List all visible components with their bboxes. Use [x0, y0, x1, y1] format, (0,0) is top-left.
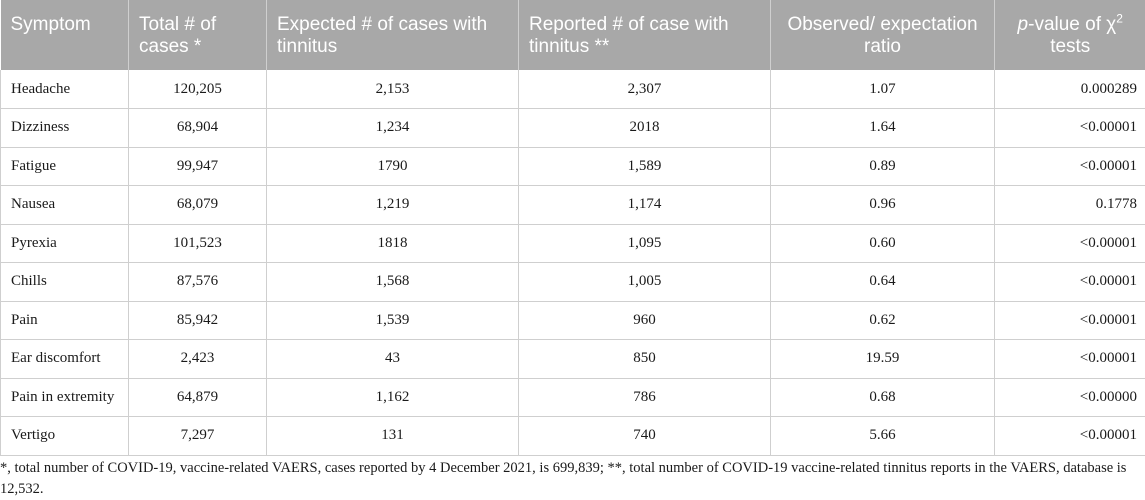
cell-reported: 1,174	[519, 186, 771, 225]
cell-symptom: Pyrexia	[1, 224, 129, 263]
header-pvalue: p-value of χ2 tests	[995, 0, 1145, 70]
table-footnote: *, total number of COVID-19, vaccine-rel…	[0, 458, 1140, 500]
cell-ratio: 1.64	[771, 109, 995, 148]
cell-ratio: 5.66	[771, 417, 995, 456]
header-ratio: Observed/ expectation ratio	[771, 0, 995, 70]
cell-expected: 1,162	[267, 378, 519, 417]
cell-reported: 1,095	[519, 224, 771, 263]
header-pvalue-rest: -value of χ	[1028, 14, 1116, 35]
header-total-cases: Total # of cases *	[129, 0, 267, 70]
cell-symptom: Pain	[1, 301, 129, 340]
cell-reported: 786	[519, 378, 771, 417]
cell-expected: 1818	[267, 224, 519, 263]
header-pvalue-p: p	[1018, 14, 1029, 35]
cell-symptom: Chills	[1, 263, 129, 302]
cell-expected: 1,234	[267, 109, 519, 148]
cell-reported: 2,307	[519, 70, 771, 109]
cell-expected: 1,539	[267, 301, 519, 340]
cell-symptom: Ear discomfort	[1, 340, 129, 379]
cell-reported: 2018	[519, 109, 771, 148]
cell-pvalue: <0.00001	[995, 301, 1145, 340]
cell-ratio: 0.89	[771, 147, 995, 186]
cell-expected: 1790	[267, 147, 519, 186]
cell-pvalue: <0.00000	[995, 378, 1145, 417]
cell-expected: 2,153	[267, 70, 519, 109]
cell-ratio: 0.68	[771, 378, 995, 417]
symptom-table: Symptom Total # of cases * Expected # of…	[0, 0, 1145, 456]
cell-expected: 1,568	[267, 263, 519, 302]
header-symptom: Symptom	[1, 0, 129, 70]
table-header-row: Symptom Total # of cases * Expected # of…	[1, 0, 1145, 70]
cell-reported: 1,589	[519, 147, 771, 186]
cell-symptom: Nausea	[1, 186, 129, 225]
cell-total-cases: 99,947	[129, 147, 267, 186]
cell-expected: 43	[267, 340, 519, 379]
cell-pvalue: 0.1778	[995, 186, 1145, 225]
cell-pvalue: <0.00001	[995, 147, 1145, 186]
cell-reported: 1,005	[519, 263, 771, 302]
cell-reported: 850	[519, 340, 771, 379]
cell-pvalue: <0.00001	[995, 109, 1145, 148]
cell-ratio: 0.96	[771, 186, 995, 225]
cell-symptom: Headache	[1, 70, 129, 109]
cell-ratio: 19.59	[771, 340, 995, 379]
cell-pvalue: 0.000289	[995, 70, 1145, 109]
cell-total-cases: 7,297	[129, 417, 267, 456]
cell-total-cases: 120,205	[129, 70, 267, 109]
cell-total-cases: 68,904	[129, 109, 267, 148]
cell-expected: 1,219	[267, 186, 519, 225]
cell-symptom: Vertigo	[1, 417, 129, 456]
cell-reported: 960	[519, 301, 771, 340]
cell-total-cases: 68,079	[129, 186, 267, 225]
cell-total-cases: 64,879	[129, 378, 267, 417]
cell-symptom: Dizziness	[1, 109, 129, 148]
cell-symptom: Pain in extremity	[1, 378, 129, 417]
cell-pvalue: <0.00001	[995, 417, 1145, 456]
cell-expected: 131	[267, 417, 519, 456]
cell-total-cases: 2,423	[129, 340, 267, 379]
cell-total-cases: 85,942	[129, 301, 267, 340]
header-pvalue-tests: tests	[1050, 36, 1090, 57]
cell-pvalue: <0.00001	[995, 263, 1145, 302]
cell-pvalue: <0.00001	[995, 224, 1145, 263]
header-expected: Expected # of cases with tinnitus	[267, 0, 519, 70]
cell-symptom: Fatigue	[1, 147, 129, 186]
cell-reported: 740	[519, 417, 771, 456]
cell-total-cases: 101,523	[129, 224, 267, 263]
cell-ratio: 0.62	[771, 301, 995, 340]
cell-ratio: 1.07	[771, 70, 995, 109]
cell-pvalue: <0.00001	[995, 340, 1145, 379]
header-reported: Reported # of case with tinnitus **	[519, 0, 771, 70]
cell-total-cases: 87,576	[129, 263, 267, 302]
header-pvalue-sup: 2	[1116, 12, 1123, 26]
cell-ratio: 0.64	[771, 263, 995, 302]
cell-ratio: 0.60	[771, 224, 995, 263]
